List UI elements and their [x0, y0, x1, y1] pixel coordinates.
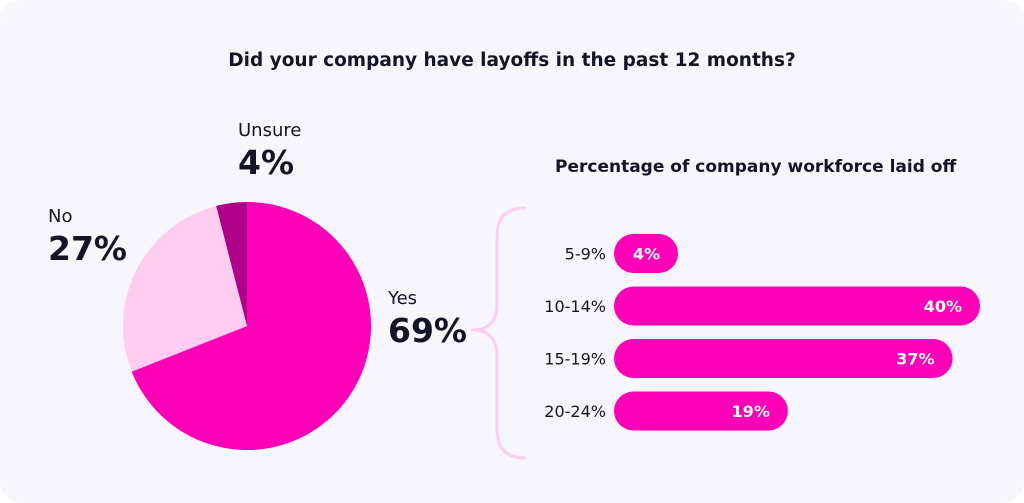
bar — [614, 286, 980, 326]
pie-slice-yes — [131, 202, 372, 450]
bar-chart-title: Percentage of company workforce laid off — [555, 157, 957, 177]
pie-label-unsure-name: Unsure — [238, 120, 302, 141]
bar-value-label: 40% — [924, 297, 962, 316]
bar — [614, 391, 788, 431]
bar — [614, 234, 678, 273]
bar-value-label: 37% — [896, 350, 934, 369]
bar-value-label: 4% — [633, 245, 660, 264]
chart-title: Did your company have layoffs in the pas… — [228, 50, 796, 71]
pie-label-unsure: Unsure 4% — [238, 120, 302, 182]
bar-category-label: 10-14% — [544, 297, 606, 316]
bar-category-label: 5-9% — [565, 245, 606, 264]
pie-label-no: No 27% — [48, 206, 127, 268]
pie-label-no-name: No — [48, 206, 73, 227]
bar-value-label: 19% — [732, 402, 770, 421]
bracket-connector — [470, 206, 527, 460]
bar-category-label: 20-24% — [544, 402, 606, 421]
pie-slice-unsure — [216, 202, 247, 326]
pie-slice-no — [123, 205, 247, 372]
pie-label-yes-name: Yes — [388, 288, 418, 309]
bar — [614, 339, 953, 378]
pie-label-no-value: 27% — [48, 229, 127, 268]
bar-category-label: 15-19% — [544, 350, 606, 369]
pie-label-yes: Yes 69% — [388, 288, 467, 350]
pie-label-unsure-value: 4% — [238, 143, 295, 182]
pie-label-yes-value: 69% — [388, 311, 467, 350]
